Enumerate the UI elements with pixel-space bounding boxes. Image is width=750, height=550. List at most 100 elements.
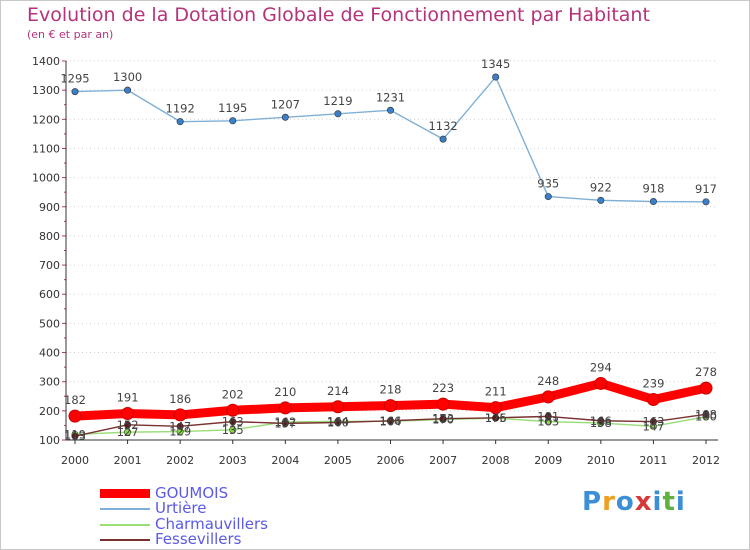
data-point-fessevillers <box>281 419 289 427</box>
data-point-goumois <box>121 406 135 420</box>
data-label-goumois: 278 <box>695 365 717 379</box>
legend-label-goumois: GOUMOIS <box>155 484 229 502</box>
data-point-goumois <box>489 401 503 415</box>
data-label-goumois: 186 <box>169 392 191 406</box>
data-label-fessevillers: 173 <box>432 412 454 426</box>
data-label-urtiere: 917 <box>695 182 717 196</box>
data-label-fessevillers: 147 <box>169 419 191 433</box>
data-label-fessevillers: 176 <box>485 411 507 425</box>
data-label-goumois: 214 <box>327 384 349 398</box>
legend-label-charmauvillers: Charmauvillers <box>155 515 268 533</box>
data-label-charmauvillers: 119 <box>64 427 86 441</box>
data-point-fessevillers <box>439 415 447 423</box>
data-point-fessevillers <box>492 414 500 422</box>
data-label-urtiere: 918 <box>642 182 664 196</box>
data-label-fessevillers: 181 <box>537 409 559 423</box>
x-tick-label: 2003 <box>219 454 247 467</box>
data-point-charmauvillers <box>124 428 132 436</box>
data-label-urtiere: 1195 <box>218 101 247 115</box>
data-point-goumois <box>594 376 608 390</box>
data-label-charmauvillers: 129 <box>169 425 191 439</box>
data-point-goumois <box>173 408 187 422</box>
logo-letter: i <box>675 487 686 517</box>
y-tick-label: 900 <box>39 201 60 214</box>
data-label-urtiere: 1207 <box>271 97 300 111</box>
x-tick-label: 2009 <box>534 454 562 467</box>
data-point-urtiere <box>649 198 657 206</box>
data-label-goumois: 202 <box>222 387 244 401</box>
data-point-fessevillers <box>71 432 79 440</box>
data-point-urtiere <box>439 135 447 143</box>
legend-swatch-charmauvillers <box>100 523 150 526</box>
data-label-charmauvillers: 135 <box>222 423 244 437</box>
legend-swatch-fessevillers <box>100 538 150 541</box>
data-label-fessevillers: 188 <box>695 407 717 421</box>
data-label-fessevillers: 160 <box>327 416 349 430</box>
data-label-charmauvillers: 175 <box>485 411 507 425</box>
data-point-fessevillers <box>229 418 237 426</box>
y-tick-label: 400 <box>39 347 60 360</box>
data-label-charmauvillers: 163 <box>537 415 559 429</box>
data-label-urtiere: 922 <box>590 180 612 194</box>
logo-letter: o <box>615 487 635 517</box>
data-label-charmauvillers: 127 <box>117 425 139 439</box>
x-tick-label: 2001 <box>114 454 142 467</box>
data-label-fessevillers: 163 <box>642 415 664 429</box>
data-label-fessevillers: 166 <box>590 414 612 428</box>
legend-item-urtiere: Urtière <box>100 501 207 516</box>
data-label-fessevillers: 166 <box>380 414 402 428</box>
data-label-urtiere: 935 <box>537 177 559 191</box>
data-label-urtiere: 1295 <box>60 72 89 86</box>
data-label-goumois: 223 <box>432 381 454 395</box>
x-tick-label: 2008 <box>482 454 510 467</box>
logo-letter: r <box>602 487 616 517</box>
y-tick-label: 500 <box>39 317 60 330</box>
plot-area <box>66 61 718 440</box>
legend-label-urtiere: Urtière <box>155 499 207 517</box>
x-tick-label: 2002 <box>166 454 194 467</box>
legend-swatch-urtiere <box>100 507 150 510</box>
data-point-fessevillers <box>334 419 342 427</box>
data-point-goumois <box>68 409 82 423</box>
logo-letter: t <box>662 487 676 517</box>
legend-swatch-goumois <box>100 489 150 498</box>
y-tick-label: 1000 <box>32 172 60 185</box>
legend-item-fessevillers: Fessevillers <box>100 532 241 547</box>
data-point-urtiere <box>492 73 500 81</box>
proxiti-logo: Proxiti <box>582 487 686 517</box>
data-label-goumois: 239 <box>642 376 664 390</box>
x-tick-label: 2005 <box>324 454 352 467</box>
data-point-urtiere <box>229 117 237 125</box>
data-label-charmauvillers: 162 <box>274 415 296 429</box>
x-tick-label: 2012 <box>692 454 720 467</box>
data-point-fessevillers <box>124 421 132 429</box>
data-point-fessevillers <box>597 417 605 425</box>
chart-subtitle: (en € et par an) <box>27 28 114 41</box>
data-label-urtiere: 1132 <box>428 119 457 133</box>
x-tick-label: 2000 <box>61 454 89 467</box>
data-point-fessevillers <box>649 418 657 426</box>
data-label-goumois: 210 <box>274 385 296 399</box>
data-point-goumois <box>278 401 292 415</box>
data-point-urtiere <box>71 88 79 96</box>
data-point-fessevillers <box>386 417 394 425</box>
data-point-goumois <box>384 399 397 413</box>
legend-label-fessevillers: Fessevillers <box>155 530 242 548</box>
y-tick-label: 1300 <box>32 84 60 97</box>
x-tick-label: 2011 <box>639 454 667 467</box>
data-point-urtiere <box>281 113 289 121</box>
data-label-charmauvillers: 180 <box>695 410 717 424</box>
data-label-urtiere: 1300 <box>113 70 142 84</box>
data-label-charmauvillers: 147 <box>642 419 664 433</box>
data-label-urtiere: 1219 <box>323 94 352 108</box>
y-tick-label: 200 <box>39 405 60 418</box>
data-point-urtiere <box>544 193 552 201</box>
data-label-goumois: 211 <box>485 385 507 399</box>
data-point-fessevillers <box>702 410 710 418</box>
data-point-fessevillers <box>544 412 552 420</box>
y-tick-label: 800 <box>39 230 60 243</box>
data-point-charmauvillers <box>229 426 237 434</box>
data-point-goumois <box>226 403 240 417</box>
data-label-urtiere: 1231 <box>376 90 405 104</box>
data-label-charmauvillers: 158 <box>590 416 612 430</box>
